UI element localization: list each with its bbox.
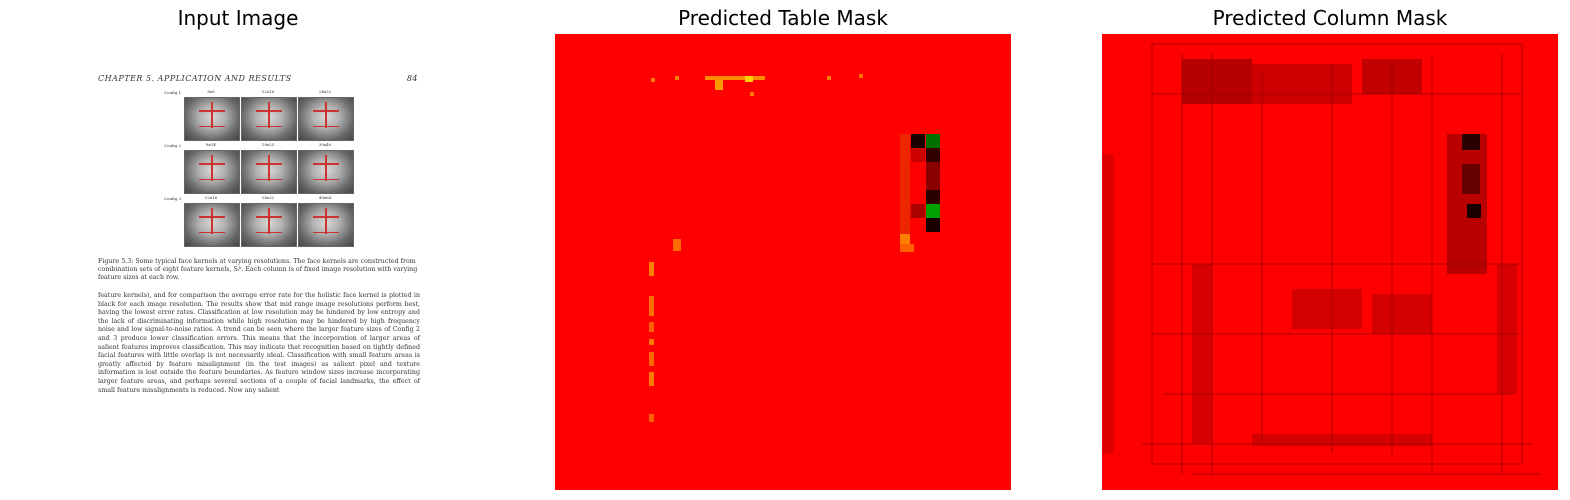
size-label: 8x14: [206, 142, 216, 147]
table-mask-panel: [555, 34, 1011, 490]
config-row: Config 2 8x14 18x25 30x40: [164, 142, 368, 195]
size-label: 12x16: [261, 89, 275, 94]
size-label: 24x32: [261, 195, 275, 200]
size-label: 48x64: [318, 195, 332, 200]
mask-background: [555, 34, 1011, 490]
config-row: Config 1 8x8 12x16 24x32: [164, 89, 368, 142]
face-thumbnail: [298, 203, 354, 247]
size-label: 18x25: [261, 142, 275, 147]
face-thumbnail: [184, 97, 240, 141]
chapter-header: CHAPTER 5. APPLICATION AND RESULTS 84: [98, 74, 418, 83]
config-label: Config 3: [164, 196, 182, 201]
face-thumbnail: [184, 203, 240, 247]
face-thumbnail: [298, 97, 354, 141]
face-thumbnail: [298, 150, 354, 194]
structure-lines: [1142, 43, 1542, 475]
dark-blocks: [1102, 59, 1517, 454]
left-noise-cells: [649, 239, 681, 422]
page-number: 84: [406, 74, 418, 83]
face-thumbnail: [184, 150, 240, 194]
config-label: Config 2: [164, 143, 182, 148]
table-mask-title: Predicted Table Mask: [678, 6, 888, 30]
column-mask-title: Predicted Column Mask: [1212, 6, 1448, 30]
face-thumbnail: [241, 150, 297, 194]
size-label: 30x40: [318, 142, 332, 147]
size-label: 24x32: [318, 89, 332, 94]
table-mask-image: [555, 34, 1011, 490]
body-paragraph: feature kernels), and for comparison the…: [98, 292, 420, 394]
column-mask-image: [1102, 34, 1558, 490]
column-mask-panel: [1102, 34, 1558, 490]
input-image-title: Input Image: [177, 6, 299, 30]
document-page: CHAPTER 5. APPLICATION AND RESULTS 84 Co…: [8, 34, 464, 490]
config-label: Config 1: [164, 90, 182, 95]
face-thumbnail: [241, 203, 297, 247]
top-noise-cells: [651, 74, 863, 96]
config-row: Config 3 12x16 24x32 48x64: [164, 195, 368, 248]
face-kernel-figure: Config 1 8x8 12x16 24x32 Config 2 8x14 1…: [164, 89, 368, 251]
size-label: 8x8: [207, 89, 215, 94]
figure-caption: Figure 5.3: Some typical face kernels at…: [98, 258, 418, 281]
input-image-panel: CHAPTER 5. APPLICATION AND RESULTS 84 Co…: [8, 34, 464, 490]
chapter-title: CHAPTER 5. APPLICATION AND RESULTS: [98, 74, 292, 83]
size-label: 12x16: [204, 195, 218, 200]
detected-region: [900, 134, 940, 252]
face-thumbnail: [241, 97, 297, 141]
